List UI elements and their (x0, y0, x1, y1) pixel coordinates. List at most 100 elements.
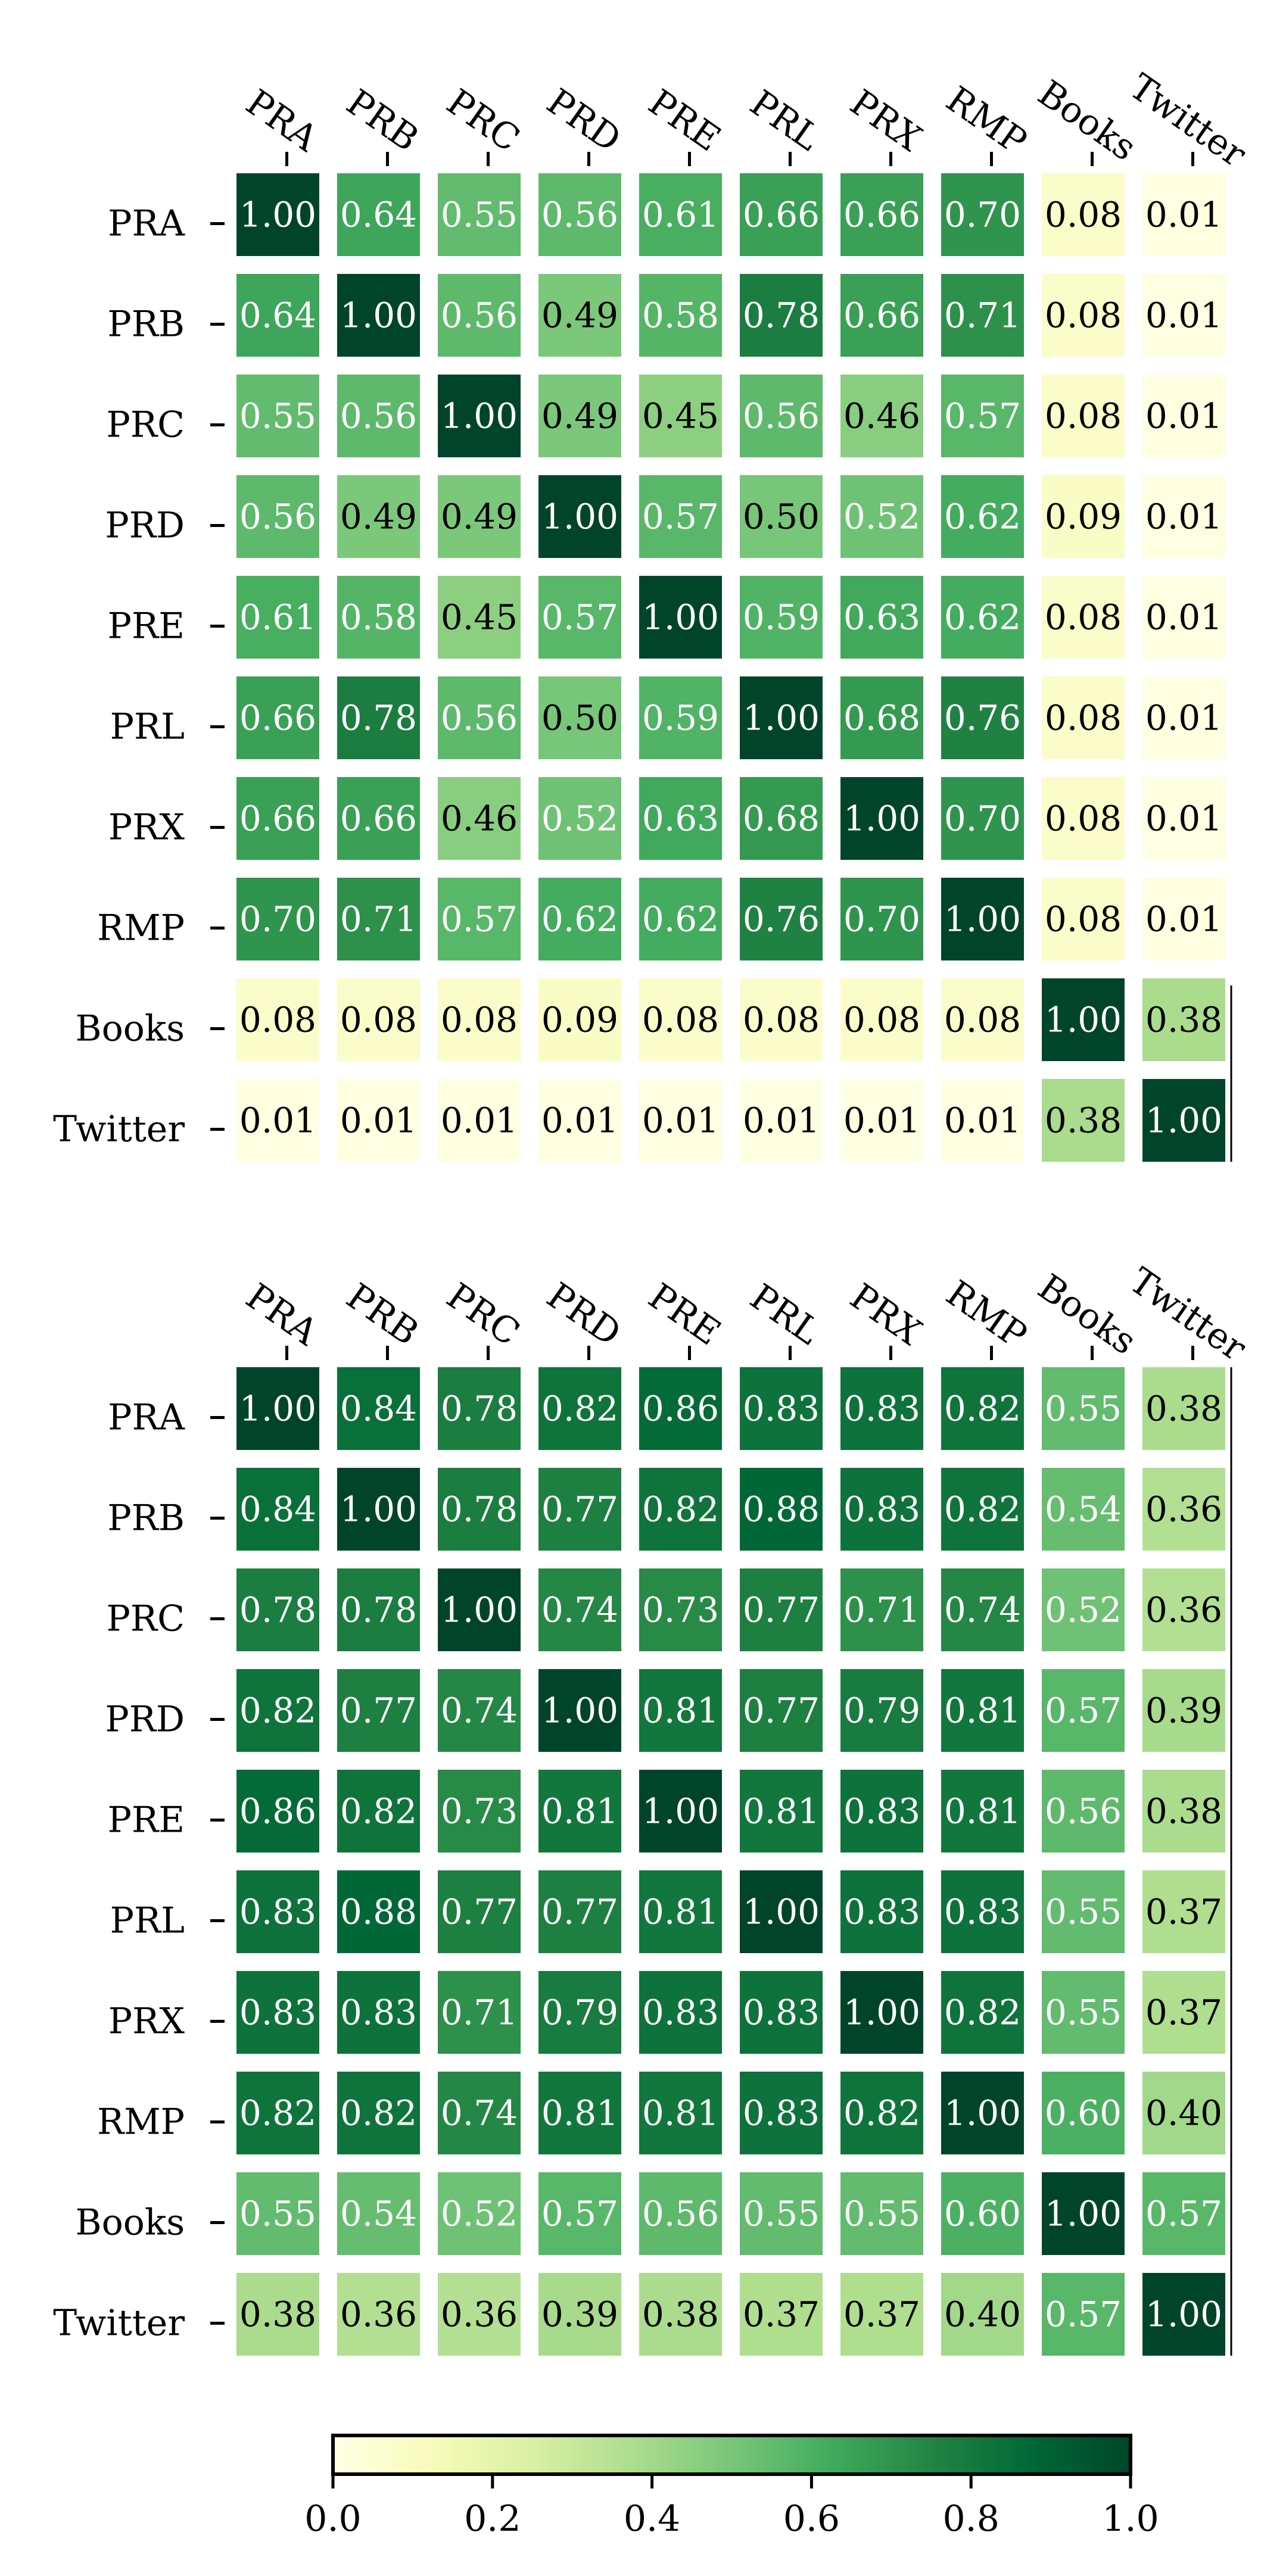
heatmap-cell (1042, 777, 1125, 860)
cell-value-label: 0.63 (843, 597, 920, 638)
heatmap-cell (337, 1669, 420, 1752)
cell-value-label: 0.40 (944, 2294, 1021, 2335)
cell-value-label: 0.56 (1045, 1791, 1122, 1832)
heatmap-cell (1042, 375, 1125, 457)
heatmap-cell (941, 777, 1024, 860)
cell-value-label: 0.84 (340, 1389, 417, 1429)
cell-value-label: 0.09 (1045, 497, 1122, 537)
y-tick-label: PRX (108, 2001, 185, 2042)
y-tick-label: PRA (108, 203, 185, 245)
cell-value-label: 0.45 (441, 597, 518, 638)
cell-value-label: 0.01 (1145, 698, 1222, 738)
heatmap-cell (941, 173, 1024, 256)
heatmap-cell (236, 1669, 319, 1752)
heatmap-cell (740, 1770, 823, 1853)
colorbar-tick-label: 0.8 (942, 2498, 999, 2540)
cell-value-label: 0.54 (1045, 1489, 1122, 1530)
heatmap-cell (438, 2273, 521, 2356)
heatmap-cell (438, 2172, 521, 2255)
heatmap-cell (1142, 576, 1225, 659)
heatmap-cell (740, 777, 823, 860)
cell-value-label: 0.57 (541, 597, 618, 638)
heatmap-cell (337, 878, 420, 960)
cell-value-label: 0.01 (642, 1100, 719, 1141)
heatmap-cell (639, 2172, 722, 2255)
cell-value-label: 0.09 (541, 1000, 618, 1040)
cell-value-label: 0.55 (441, 195, 518, 235)
cell-value-label: 0.57 (1045, 1691, 1122, 1731)
heatmap-cell (438, 676, 521, 759)
cell-value-label: 0.83 (743, 2093, 820, 2134)
heatmap-cell (337, 1971, 420, 2054)
heatmap-cell (639, 1971, 722, 2054)
cell-value-label: 1.00 (239, 1389, 316, 1429)
cell-value-label: 0.01 (340, 1100, 417, 1141)
cell-value-label: 0.55 (743, 2194, 820, 2234)
cell-value-label: 0.77 (743, 1691, 820, 1731)
cell-value-label: 0.82 (340, 2093, 417, 2134)
cell-value-label: 0.59 (642, 698, 719, 738)
heatmap-cell (1142, 1079, 1225, 1162)
heatmap-cell (740, 2172, 823, 2255)
heatmap-cell (941, 274, 1024, 357)
cell-value-label: 0.39 (541, 2294, 618, 2335)
cell-value-label: 0.54 (340, 2194, 417, 2234)
heatmap-cell (538, 2172, 621, 2255)
cell-value-label: 0.62 (944, 597, 1021, 638)
heatmap-cell (941, 2172, 1024, 2255)
colorbar-tick-label: 0.2 (464, 2498, 521, 2540)
cell-value-label: 0.70 (944, 195, 1021, 235)
heatmap-cell (1142, 1971, 1225, 2054)
y-tick-label: PRA (108, 1397, 185, 1439)
heatmap-cell (840, 2072, 923, 2154)
cell-value-label: 0.86 (239, 1791, 316, 1832)
cell-value-label: 1.00 (541, 497, 618, 537)
colorbar-tick-label: 0.4 (624, 2498, 680, 2540)
y-tick-label: PRL (110, 1900, 185, 1942)
cell-value-label: 0.56 (743, 396, 820, 436)
heatmap-cell (538, 576, 621, 659)
cell-value-label: 1.00 (1145, 1100, 1222, 1141)
cell-value-label: 0.70 (843, 899, 920, 940)
cell-value-label: 0.55 (843, 2194, 920, 2234)
heatmap-cell (740, 1870, 823, 1953)
cell-value-label: 0.81 (642, 2093, 719, 2134)
heatmap-cell (538, 978, 621, 1061)
cell-value-label: 0.59 (743, 597, 820, 638)
heatmap-cell (438, 1770, 521, 1853)
heatmap-cell (337, 2072, 420, 2154)
cell-value-label: 0.82 (642, 1489, 719, 1530)
cell-value-label: 0.52 (441, 2194, 518, 2234)
heatmap-cell (236, 475, 319, 558)
cell-value-label: 0.62 (541, 899, 618, 940)
heatmap-cell (438, 576, 521, 659)
cell-value-label: 0.01 (541, 1100, 618, 1141)
cell-value-label: 0.78 (441, 1389, 518, 1429)
heatmap-cell (1142, 274, 1225, 357)
cell-value-label: 0.82 (944, 1992, 1021, 2033)
x-tick-label: PRL (743, 82, 828, 159)
heatmap-cell (1042, 2172, 1125, 2255)
heatmap-cell (538, 676, 621, 759)
heatmap-cell (538, 475, 621, 558)
cell-value-label: 0.01 (1145, 295, 1222, 336)
cell-value-label: 1.00 (340, 1489, 417, 1530)
cell-value-label: 0.49 (441, 497, 518, 537)
cell-value-label: 0.01 (944, 1100, 1021, 1141)
heatmap-cell (538, 1770, 621, 1853)
x-tick-label: PRD (539, 1275, 628, 1355)
cell-value-label: 0.38 (1045, 1100, 1122, 1141)
colorbar: 0.0 0.2 0.4 0.6 0.8 1.0 (304, 2434, 1159, 2540)
x-tick-label: Twitter (1122, 66, 1253, 176)
cell-value-label: 0.50 (541, 698, 618, 738)
heatmap-cell (337, 2273, 420, 2356)
heatmap-cell (840, 978, 923, 1061)
cell-value-label: 0.49 (541, 295, 618, 336)
cell-value-label: 0.36 (340, 2294, 417, 2335)
x-tick-label: PRB (339, 82, 426, 160)
heatmap-cell (740, 375, 823, 457)
heatmap-cell (840, 777, 923, 860)
heatmap-cell (639, 1079, 722, 1162)
heatmap-cell (740, 978, 823, 1061)
heatmap-cell (337, 274, 420, 357)
